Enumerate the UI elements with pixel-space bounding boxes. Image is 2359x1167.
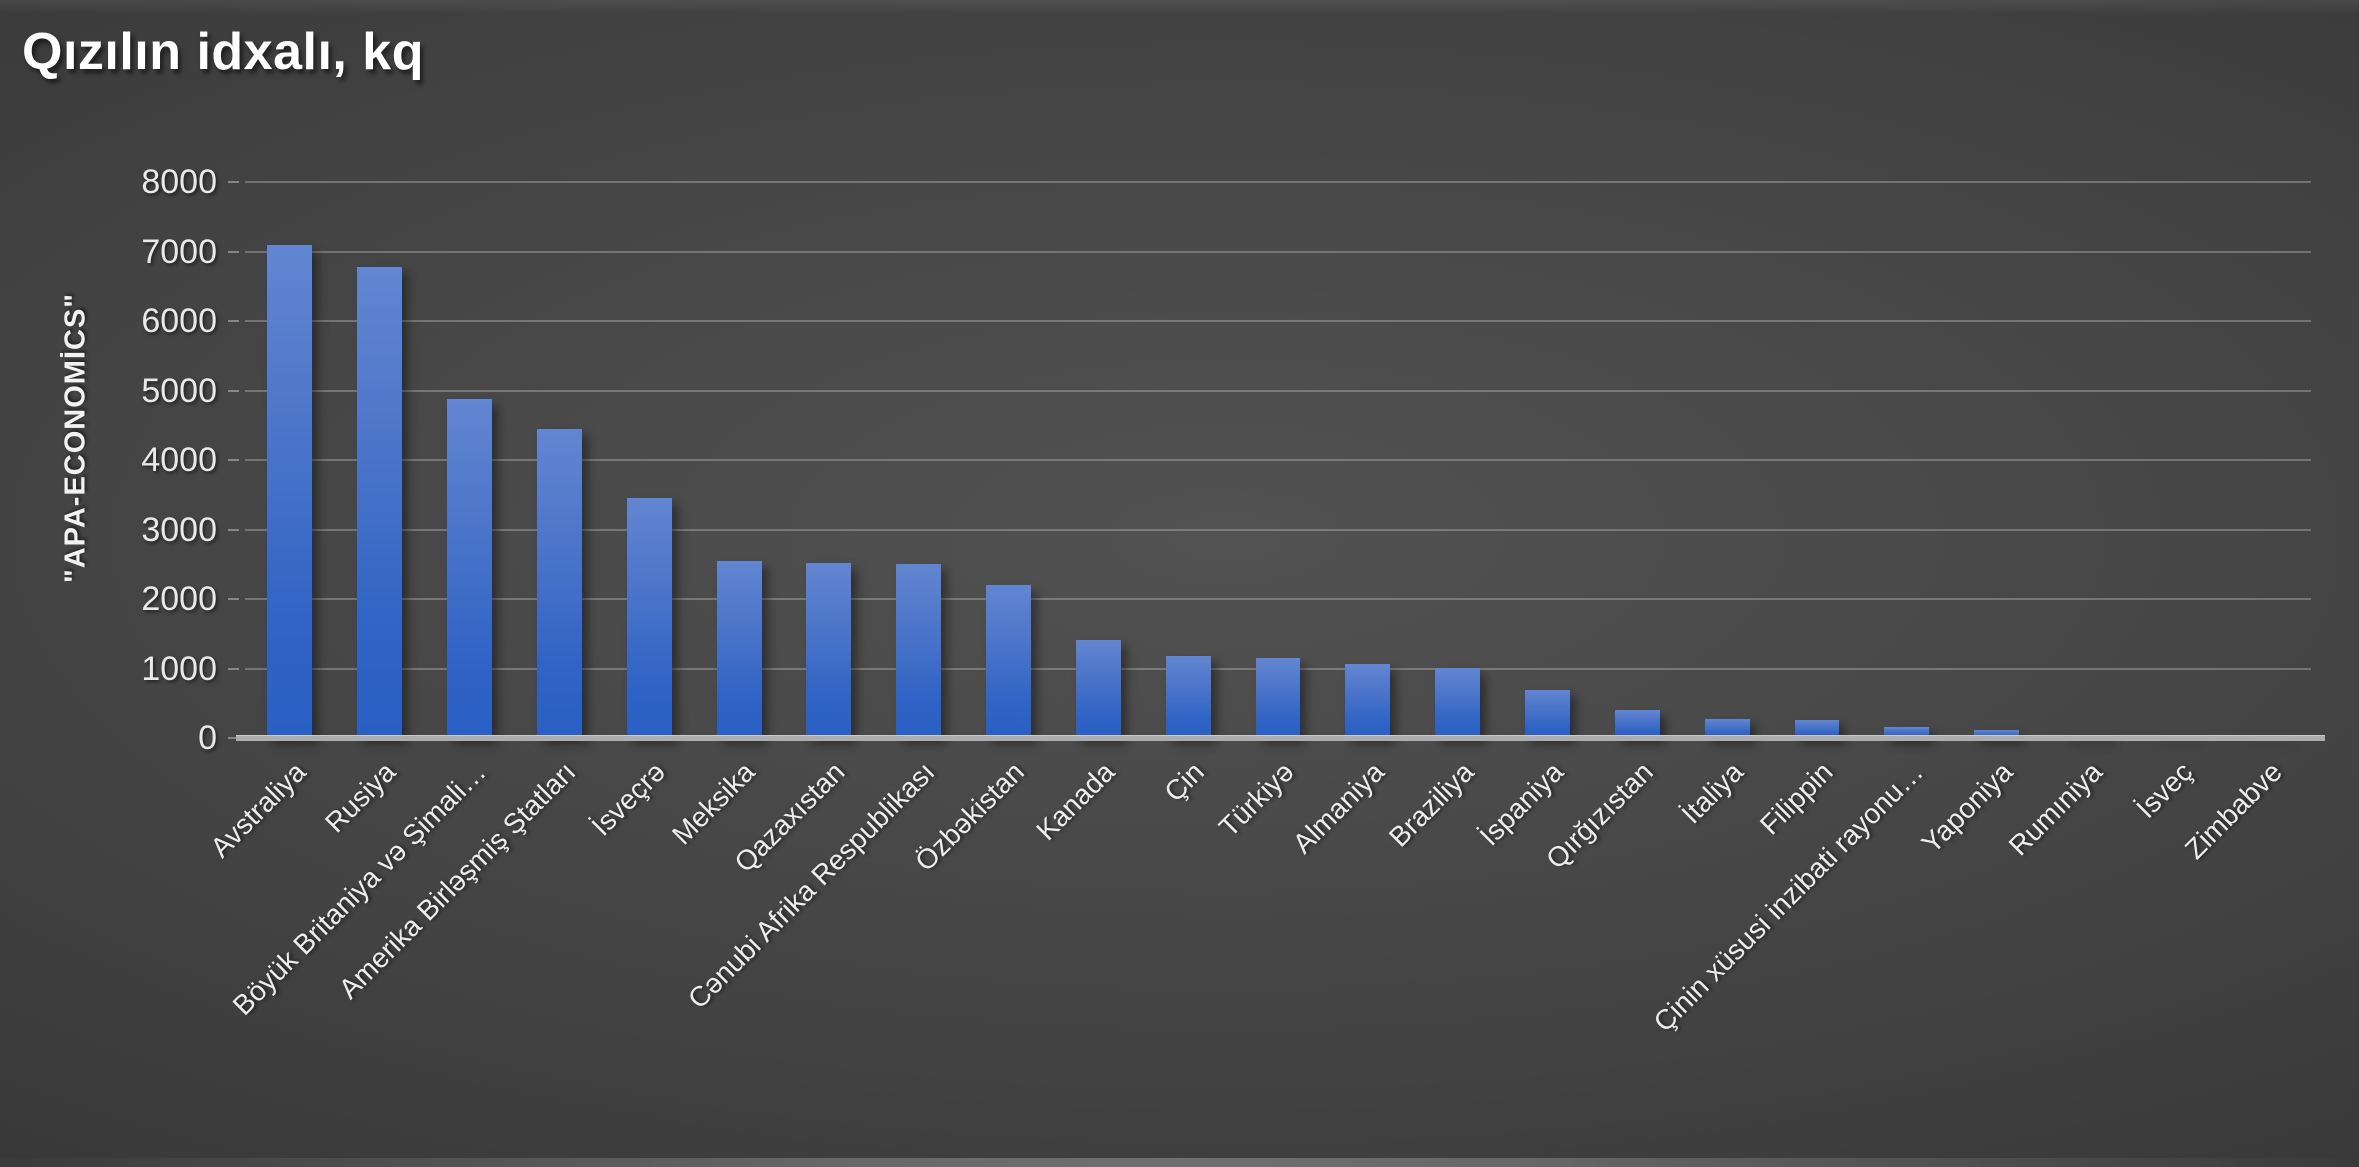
bar: [1165, 656, 1211, 738]
bar-slot: [1772, 182, 1862, 738]
gridline: [245, 181, 2311, 183]
gridline: [245, 389, 2311, 392]
bar-slot: [694, 182, 784, 738]
bar: [1884, 726, 1930, 738]
bar-slot: [784, 182, 874, 738]
x-axis-labels: Avstraliya Rusiya Böyük Britaniya və Şimal…: [204, 756, 2288, 1038]
chart-title: Qızılın idxalı, kq: [22, 23, 424, 81]
bar-slot: [2042, 182, 2132, 738]
y-tick-mark: [228, 320, 239, 322]
y-tick-mark: [228, 389, 239, 392]
bar: [716, 561, 762, 738]
bar-slot: [425, 182, 515, 738]
y-tick-label: 4000: [141, 441, 217, 479]
y-tick-mark: [228, 250, 239, 253]
bar-slot: [1862, 182, 1952, 738]
y-tick-mark: [228, 528, 239, 531]
bar: [626, 498, 672, 738]
y-tick-mark: [228, 598, 239, 600]
bar: [896, 564, 942, 738]
y-tick-mark: [228, 181, 239, 183]
y-tick-mark: [228, 737, 239, 739]
y-tick-label: 6000: [141, 302, 217, 340]
bar-slot: [2221, 182, 2311, 738]
bar-slot: [2131, 182, 2221, 738]
bar: [1255, 658, 1301, 738]
bar: [357, 266, 403, 738]
bar: [447, 398, 493, 738]
bar-slot: [245, 182, 335, 738]
bar-slot: [1592, 182, 1682, 738]
bar-slot: [964, 182, 1054, 738]
plot-area: 0 1000 2000 3000 4000 5000 6000 7000 8000 Avstra…: [141, 165, 2325, 1038]
bar: [1974, 729, 2020, 738]
bar-slot: [514, 182, 604, 738]
bar: [1435, 667, 1481, 738]
bar: [1345, 664, 1391, 738]
bar: [536, 428, 582, 738]
slide-bottom-edge: [0, 1158, 2359, 1167]
gridline: [245, 250, 2311, 253]
gridline: [245, 598, 2311, 600]
bar: [1794, 720, 1840, 738]
y-tick-label: 1000: [141, 649, 217, 688]
bar-slot: [1143, 182, 1233, 738]
bar-slot: [1413, 182, 1503, 738]
x-axis-line: [236, 735, 2325, 741]
y-tick-label: 7000: [141, 232, 217, 271]
bar: [1075, 640, 1121, 738]
bar: [1704, 718, 1750, 738]
y-tick-mark: [228, 667, 239, 670]
y-tick-label: 2000: [141, 580, 217, 618]
bar-slot: [1503, 182, 1593, 738]
bar: [267, 244, 313, 738]
gridline: [245, 528, 2311, 531]
bar-slot: [1053, 182, 1143, 738]
bar: [1614, 709, 1660, 738]
bar-slot: [1233, 182, 1323, 738]
bar-slot: [1952, 182, 2042, 738]
bar: [986, 585, 1031, 738]
y-tick-label: 0: [198, 719, 217, 757]
bar: [806, 562, 852, 738]
y-tick-label: 8000: [141, 163, 217, 201]
bar-slot: [335, 182, 425, 738]
bars-layer: [245, 182, 2311, 738]
gridline: [245, 320, 2311, 322]
bar-slot: [1682, 182, 1772, 738]
y-axis-source-label: "APA-ECONOMİCS": [59, 292, 92, 584]
bar-slot: [874, 182, 964, 738]
y-tick-label: 5000: [141, 371, 217, 410]
bar-slot: [1323, 182, 1413, 738]
bar-slot: [604, 182, 694, 738]
bar: [1525, 690, 1570, 738]
y-tick-mark: [228, 459, 239, 461]
y-tick-label: 3000: [141, 510, 217, 549]
gridline: [245, 459, 2311, 461]
